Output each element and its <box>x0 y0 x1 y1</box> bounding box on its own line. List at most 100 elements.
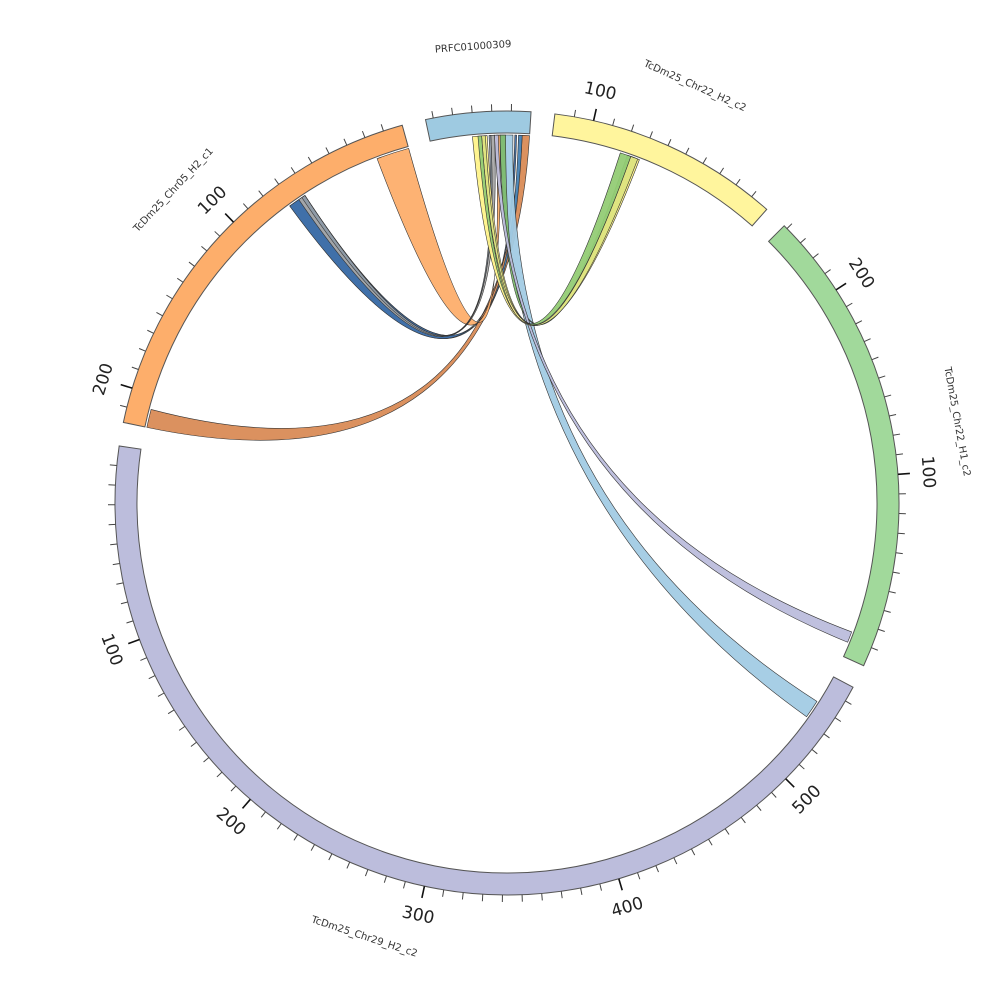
minor-tick-chr29 <box>110 543 118 546</box>
minor-tick-chr22h1 <box>888 590 896 594</box>
minor-tick-chr29 <box>724 828 730 835</box>
minor-tick-prfc <box>431 111 434 119</box>
minor-tick-chr22h1 <box>800 237 806 244</box>
minor-tick-chr22h1 <box>812 253 819 259</box>
segment-label-chr22h1: TcDm25_Chr22_H1_c2 <box>941 365 972 477</box>
minor-tick-chr22h2 <box>685 147 690 155</box>
minor-tick-chr22h2 <box>649 131 653 139</box>
minor-tick-chr05 <box>176 277 184 283</box>
minor-tick-chr05 <box>242 203 249 210</box>
tick-label-chr22h1: 100 <box>917 455 939 489</box>
major-tick-chr22h1 <box>897 472 910 476</box>
segment-chr22h2 <box>551 113 768 227</box>
tick-label-chr29: 100 <box>96 631 126 668</box>
minor-tick-chr29 <box>756 804 762 811</box>
segment-label-chr05: TcDm25_Chr05_H2_c1 <box>131 146 216 235</box>
minor-tick-chr05 <box>156 312 163 317</box>
tick-label-chr29: 300 <box>400 902 436 928</box>
minor-tick-chr29 <box>771 791 777 798</box>
minor-tick-chr29 <box>140 657 148 661</box>
minor-tick-chr05 <box>307 156 313 164</box>
minor-tick-chr29 <box>708 838 713 846</box>
link-prfc-chr05-5 <box>376 134 501 326</box>
segment-chr05 <box>122 124 409 428</box>
minor-tick-chr22h1 <box>846 302 853 308</box>
minor-tick-chr05 <box>214 231 221 237</box>
link-prfc-chr22h1-6 <box>494 134 853 643</box>
minor-tick-chr29 <box>230 785 237 792</box>
major-tick-chr29 <box>421 886 426 899</box>
minor-tick-chr22h1 <box>855 320 863 325</box>
minor-tick-chr05 <box>380 124 384 132</box>
minor-tick-chr29 <box>823 733 830 739</box>
minor-tick-chr29 <box>260 811 266 818</box>
minor-tick-chr29 <box>673 857 678 865</box>
minor-tick-chr29 <box>580 887 583 895</box>
minor-tick-chr29 <box>364 869 369 877</box>
tick-label-chr22h1: 200 <box>844 255 878 293</box>
minor-tick-chr29 <box>178 725 186 731</box>
minor-tick-chr22h1 <box>892 571 900 574</box>
minor-tick-chr22h2 <box>612 118 616 126</box>
minor-tick-chr22h1 <box>895 552 903 555</box>
minor-tick-chr22h1 <box>877 628 885 632</box>
minor-tick-chr22h2 <box>573 109 577 117</box>
minor-tick-chr22h2 <box>667 139 672 146</box>
minor-tick-chr22h2 <box>719 167 725 175</box>
minor-tick-chr29 <box>798 764 805 770</box>
major-tick-chr29 <box>127 638 140 645</box>
minor-tick-chr05 <box>258 190 264 197</box>
minor-tick-chr29 <box>310 844 315 851</box>
minor-tick-chr29 <box>383 875 387 883</box>
minor-tick-chr05 <box>147 329 154 334</box>
minor-tick-chr22h1 <box>897 532 905 535</box>
minor-tick-chr29 <box>328 853 333 861</box>
segment-chr22h1 <box>767 225 900 667</box>
minor-tick-chr29 <box>276 823 282 830</box>
minor-tick-chr05 <box>290 167 296 174</box>
minor-tick-chr22h1 <box>786 223 793 229</box>
tick-label-chr29: 400 <box>609 893 646 921</box>
segment-label-prfc: PRFC01000309 <box>435 39 512 56</box>
tick-label-chr05: 200 <box>89 361 118 398</box>
minor-tick-prfc <box>471 105 473 113</box>
minor-tick-chr29 <box>655 865 659 873</box>
minor-tick-chr29 <box>541 893 543 901</box>
minor-tick-chr29 <box>120 601 128 605</box>
major-tick-chr22h2 <box>592 108 598 121</box>
minor-tick-chr29 <box>293 834 299 841</box>
minor-tick-chr22h1 <box>864 338 871 343</box>
minor-tick-chr29 <box>157 692 165 697</box>
minor-tick-chr29 <box>599 883 602 891</box>
minor-tick-chr29 <box>109 464 117 467</box>
minor-tick-chr22h1 <box>871 647 879 651</box>
minor-tick-chr29 <box>637 872 641 880</box>
minor-tick-chr29 <box>148 675 156 680</box>
major-tick-chr05 <box>120 383 133 389</box>
minor-tick-chr29 <box>834 717 842 722</box>
minor-tick-chr29 <box>346 861 351 869</box>
minor-tick-chr22h1 <box>878 375 886 379</box>
minor-tick-chr22h1 <box>871 356 879 361</box>
segment-label-chr22h2: TcDm25_Chr22_H2_c2 <box>641 58 748 114</box>
minor-tick-chr22h2 <box>702 157 707 164</box>
minor-tick-chr05 <box>119 404 128 408</box>
link-prfc-chr22h2-10 <box>481 135 639 326</box>
minor-tick-chr22h1 <box>895 453 904 456</box>
minor-tick-chr29 <box>112 563 120 566</box>
minor-tick-chr29 <box>126 620 134 624</box>
minor-tick-chr29 <box>690 848 696 856</box>
link-prfc-chr29-3 <box>499 134 818 718</box>
minor-tick-chr05 <box>166 294 173 300</box>
minor-tick-chr22h1 <box>893 433 901 436</box>
minor-tick-chr22h1 <box>884 394 892 398</box>
minor-tick-chr05 <box>274 178 280 185</box>
minor-tick-chr29 <box>811 749 818 755</box>
minor-tick-chr29 <box>461 892 464 900</box>
minor-tick-chr29 <box>116 582 124 585</box>
minor-tick-prfc <box>451 107 454 115</box>
minor-tick-chr29 <box>403 881 406 889</box>
links-layer <box>146 134 853 718</box>
minor-tick-chr05 <box>131 366 139 370</box>
